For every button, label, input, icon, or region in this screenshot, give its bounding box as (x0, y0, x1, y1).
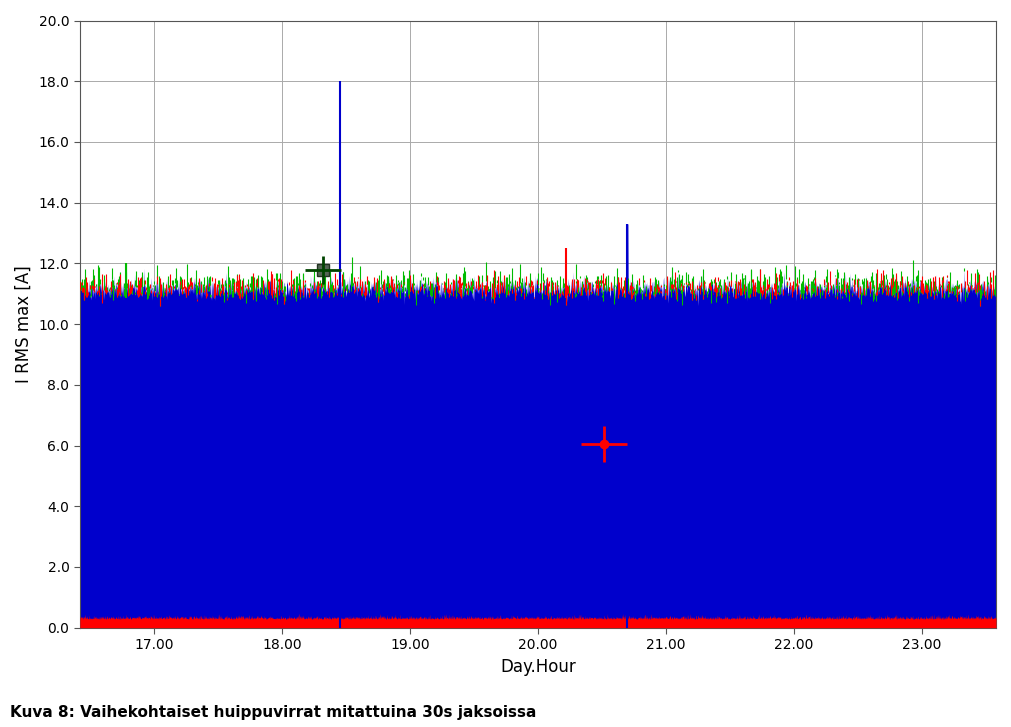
X-axis label: Day.Hour: Day.Hour (500, 658, 576, 675)
Text: Kuva 8: Vaihekohtaiset huippuvirrat mitattuina 30s jaksoissa: Kuva 8: Vaihekohtaiset huippuvirrat mita… (10, 704, 537, 720)
Y-axis label: I RMS max [A]: I RMS max [A] (15, 265, 33, 383)
